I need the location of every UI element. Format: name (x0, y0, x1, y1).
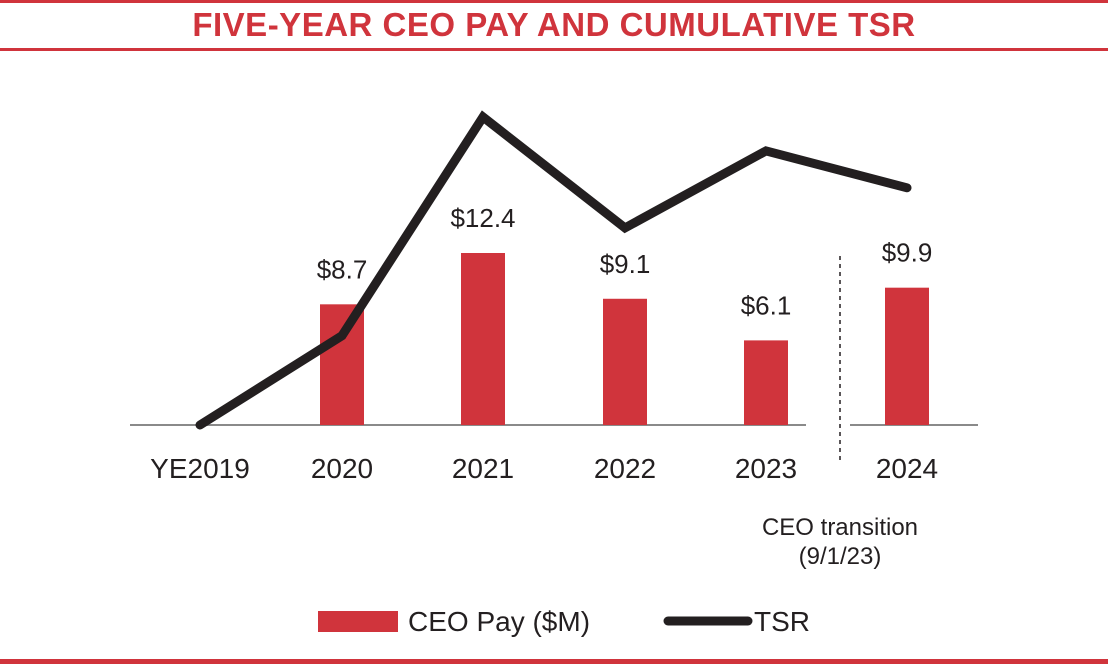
x-tick-label-2020: 2020 (311, 453, 373, 484)
bottom-rule (0, 659, 1108, 664)
x-tick-label-2022: 2022 (594, 453, 656, 484)
bar-2022 (603, 298, 647, 425)
bar-2024 (885, 287, 929, 425)
x-tick-label-YE2019: YE2019 (150, 453, 250, 484)
legend-label-tsr: TSR (754, 606, 810, 637)
bar-2021 (461, 253, 505, 425)
bar-label-2024: $9.9 (882, 238, 933, 268)
bar-label-2022: $9.1 (600, 249, 651, 279)
bar-label-2021: $12.4 (450, 203, 515, 233)
chart-title: FIVE-YEAR CEO PAY AND CUMULATIVE TSR (192, 6, 916, 43)
title-rule-bottom (0, 48, 1108, 51)
bar-2020 (320, 304, 364, 425)
bar-2023 (744, 340, 788, 425)
bar-label-2023: $6.1 (741, 290, 792, 320)
ceo-transition-annotation-line-1: CEO transition (762, 514, 918, 541)
x-tick-label-2023: 2023 (735, 453, 797, 484)
tsr-line (195, 110, 912, 430)
legend-swatch-ceo-pay (318, 611, 398, 632)
bar-label-2020: $8.7 (317, 254, 368, 284)
ceo-transition-annotation-line-2: (9/1/23) (799, 543, 882, 570)
title-rule-top (0, 0, 1108, 3)
x-tick-label-2021: 2021 (452, 453, 514, 484)
x-tick-label-2024: 2024 (876, 453, 938, 484)
legend-label-ceo-pay: CEO Pay ($M) (408, 606, 590, 637)
